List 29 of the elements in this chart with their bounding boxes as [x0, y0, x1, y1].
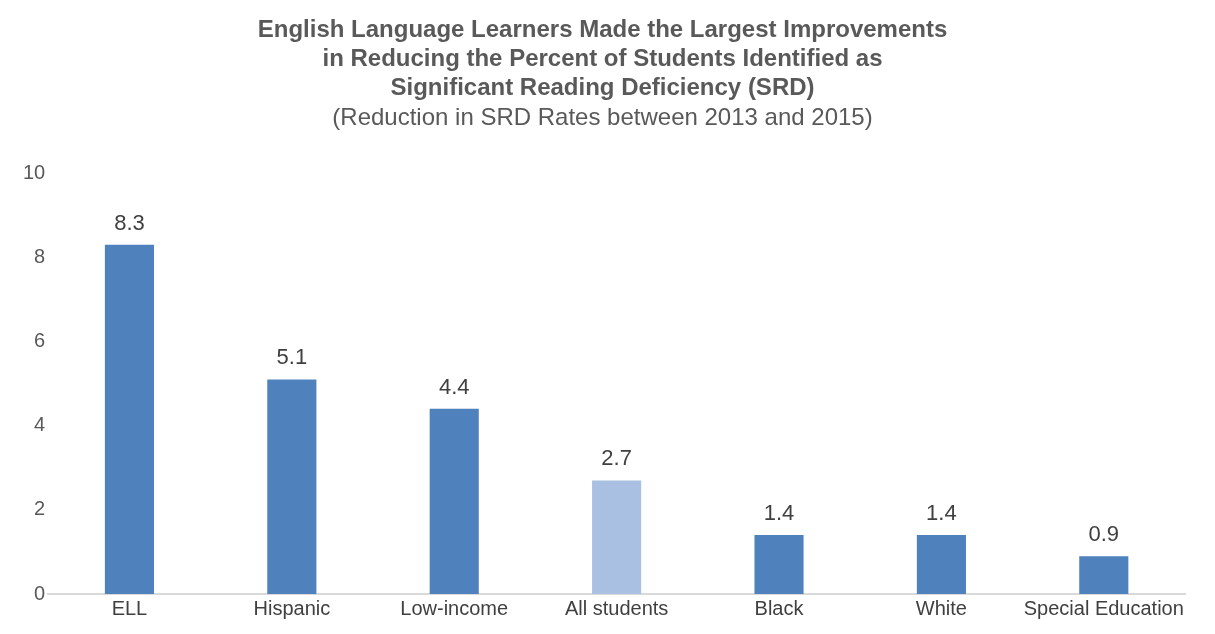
- bar: [267, 379, 317, 594]
- data-label: 0.9: [1088, 521, 1120, 547]
- x-tick-label: Special Education: [1023, 596, 1184, 619]
- data-label: 1.4: [926, 500, 957, 526]
- bar: [916, 535, 966, 594]
- x-tick-label: White: [915, 596, 967, 619]
- x-tick-label: ELL: [111, 596, 148, 619]
- y-tick-label: 4: [34, 413, 46, 436]
- bar: [429, 408, 479, 594]
- data-label: 2.7: [601, 445, 632, 471]
- x-tick-label: All students: [564, 596, 669, 619]
- chart-title: English Language Learners Made the Largest Improvements in Reducing the Percent of Students Identified as Significant Reading Deficiency (SRD): [257, 15, 948, 100]
- y-tick-label: 8: [34, 244, 46, 267]
- x-tick-label: Low-income: [400, 596, 509, 619]
- bar: [1079, 556, 1129, 594]
- bar: [592, 480, 642, 594]
- x-tick-label: Hispanic: [253, 596, 331, 619]
- chart-subtitle: (Reduction in SRD Rates between 2013 and 2015): [332, 103, 873, 131]
- y-tick-label: 6: [34, 329, 46, 352]
- y-tick-label: 10: [23, 160, 46, 183]
- y-tick-label: 2: [34, 497, 46, 520]
- x-tick-label: Black: [754, 596, 805, 619]
- data-label: 8.3: [114, 209, 145, 235]
- data-label: 5.1: [276, 344, 308, 370]
- bar: [104, 244, 155, 594]
- data-label: 1.4: [763, 500, 795, 526]
- data-label: 4.4: [438, 373, 470, 399]
- bar: [754, 535, 804, 594]
- y-tick-label: 0: [34, 581, 46, 604]
